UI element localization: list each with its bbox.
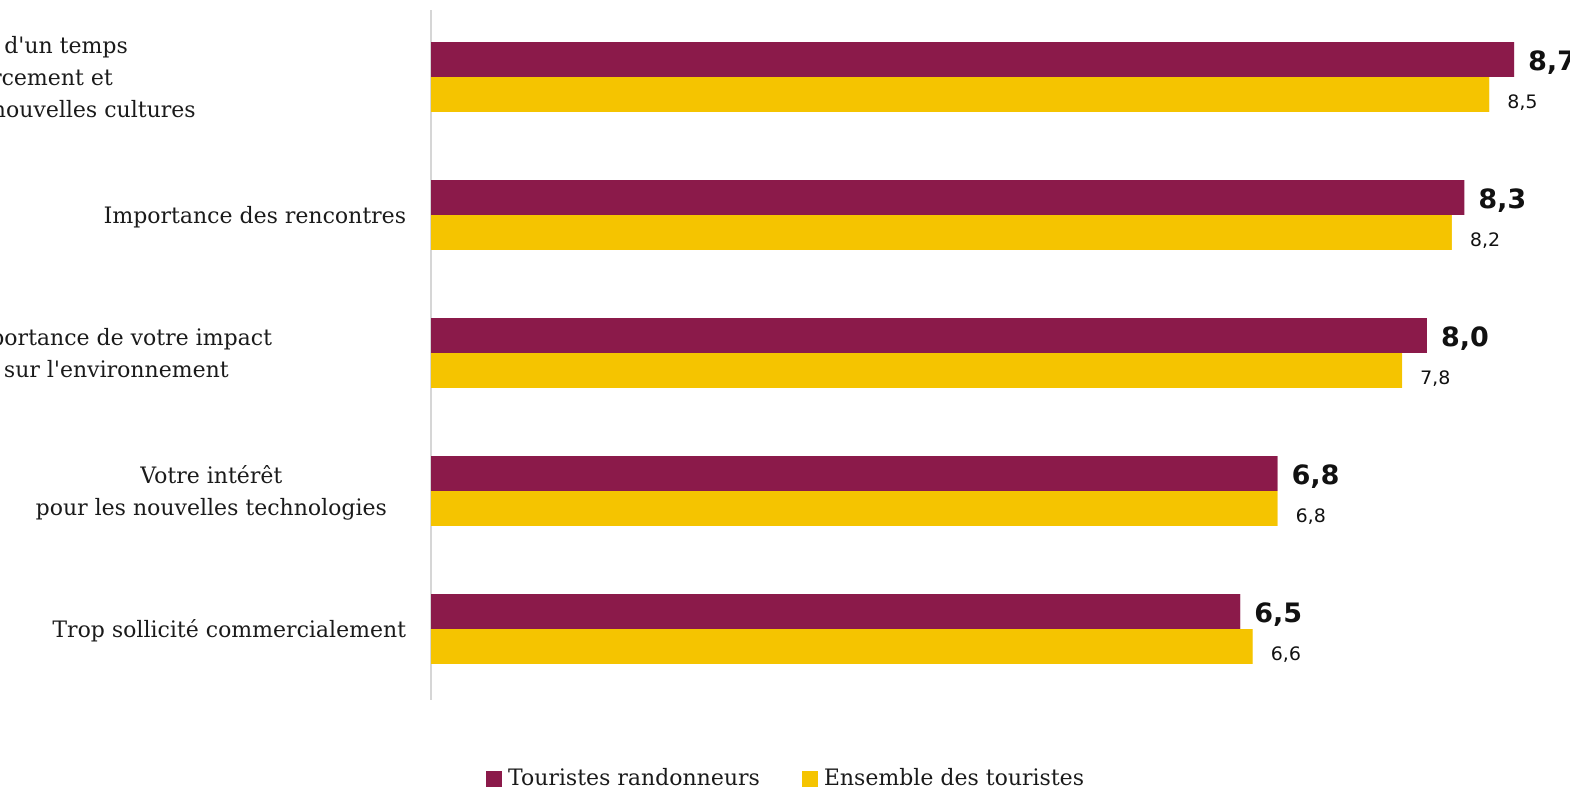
category-label-line: Trop sollicité commercialement [52,618,406,643]
data-label-primary: 6,5 [1254,598,1302,629]
category-label-line: pour les nouvelles technologies [36,496,387,521]
data-label-secondary: 6,8 [1296,505,1326,527]
category-labels: Importance d'un temps de ressourcement et… [0,34,406,643]
category-label-line: sur l'environnement [4,358,229,383]
bar-touristes-randonneurs [431,594,1241,629]
category-label: Trop sollicité commercialement [52,618,406,643]
category-label: Importance d'un temps de ressourcement et… [0,34,196,123]
bars [431,42,1515,664]
data-label-secondary: 8,2 [1470,229,1500,251]
bar-ensemble-des-touristes [431,353,1403,388]
category-label-line: Importance d'un temps [0,34,128,59]
bar-touristes-randonneurs [431,42,1515,77]
category-label-line: de ressourcement et [0,66,113,91]
legend-label: Touristes randonneurs [507,766,760,791]
category-label: Importance de votre impact sur l'environn… [0,326,272,383]
bar-ensemble-des-touristes [431,629,1253,664]
bar-touristes-randonneurs [431,456,1278,491]
bar-touristes-randonneurs [431,318,1427,353]
data-label-primary: 8,7 [1528,46,1570,77]
data-labels: 8,7 8,5 8,3 8,2 8,0 7,8 6,8 6,8 6,5 6,6 [1254,46,1570,665]
bar-ensemble-des-touristes [431,77,1490,112]
category-label-line: Importance des rencontres [104,204,406,229]
category-label: Votre intérêt pour les nouvelles technolo… [36,464,387,521]
category-label-line: d'ouverture à de nouvelles cultures [0,98,196,123]
category-label-line: Importance de votre impact [0,326,272,351]
data-label-primary: 6,8 [1292,460,1340,491]
legend: Touristes randonneurs Ensemble des touri… [0,766,1570,791]
legend-swatch [485,770,502,787]
legend-label: Ensemble des touristes [823,766,1084,791]
category-label: Importance des rencontres [104,204,406,229]
legend-item-series-2: Ensemble des touristes [801,766,1084,791]
legend-swatch [801,770,818,787]
bar-ensemble-des-touristes [431,491,1278,526]
data-label-secondary: 6,6 [1271,643,1301,665]
data-label-secondary: 7,8 [1420,367,1450,389]
bar-chart: Importance d'un temps de ressourcement et… [0,10,1570,700]
data-label-primary: 8,3 [1478,184,1526,215]
bar-touristes-randonneurs [431,180,1465,215]
legend-item-series-1: Touristes randonneurs [485,766,760,791]
bar-ensemble-des-touristes [431,215,1452,250]
data-label-primary: 8,0 [1441,322,1489,353]
data-label-secondary: 8,5 [1507,91,1537,113]
category-label-line: Votre intérêt [139,464,282,489]
